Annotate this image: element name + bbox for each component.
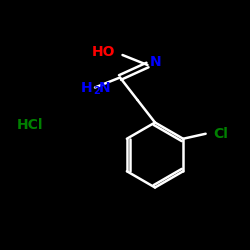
Text: N: N xyxy=(99,80,110,94)
Text: HCl: HCl xyxy=(17,118,43,132)
Text: 2: 2 xyxy=(94,86,100,96)
Text: HO: HO xyxy=(92,46,115,60)
Text: H: H xyxy=(81,80,92,94)
Text: N: N xyxy=(150,56,162,70)
Text: Cl: Cl xyxy=(213,127,228,141)
